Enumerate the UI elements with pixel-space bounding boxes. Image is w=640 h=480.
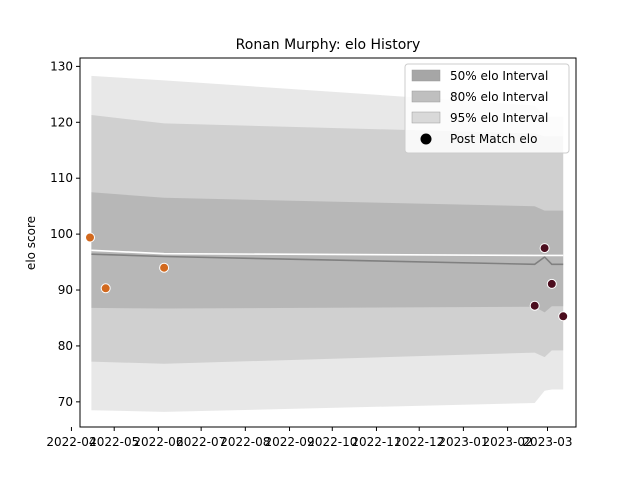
post-match-point-2 bbox=[100, 283, 111, 294]
x-tick-label-2022-11: 2022-11 bbox=[351, 435, 401, 449]
y-tick-label-130: 130 bbox=[50, 59, 73, 73]
interval-bands bbox=[91, 75, 564, 412]
x-tick-label-2022-08: 2022-08 bbox=[220, 435, 270, 449]
y-tick-label-70: 70 bbox=[58, 395, 73, 409]
x-tick-label-2023-01: 2023-01 bbox=[438, 435, 488, 449]
y-axis: 70 80 90 100 110 120 130 bbox=[50, 59, 80, 409]
x-axis: 2022-042022-052022-062022-072022-082022-… bbox=[46, 427, 573, 449]
post-match-point-4 bbox=[529, 300, 540, 311]
chart-title: Ronan Murphy: elo History bbox=[236, 37, 421, 53]
x-tick-label-2022-09: 2022-09 bbox=[264, 435, 314, 449]
legend-swatch-95 bbox=[411, 111, 441, 124]
y-tick-label-80: 80 bbox=[58, 339, 73, 353]
post-match-point-7 bbox=[558, 311, 569, 322]
x-tick-label-2022-04: 2022-04 bbox=[46, 435, 96, 449]
band-50-interval bbox=[91, 192, 564, 313]
legend-box bbox=[404, 63, 570, 154]
legend-swatch-50 bbox=[411, 69, 441, 82]
legend-label-95: 95% elo Interval bbox=[450, 111, 548, 125]
y-tick-label-110: 110 bbox=[50, 171, 73, 185]
legend-marker-post-match bbox=[420, 133, 432, 145]
y-tick-label-120: 120 bbox=[50, 115, 73, 129]
post-match-point-5 bbox=[539, 243, 550, 254]
legend: 50% elo Interval 80% elo Interval 95% el… bbox=[404, 63, 570, 154]
x-tick-label-2022-06: 2022-06 bbox=[133, 435, 183, 449]
legend-swatch-80 bbox=[411, 90, 441, 103]
legend-label-post-match: Post Match elo bbox=[450, 132, 537, 146]
legend-label-50: 50% elo Interval bbox=[450, 69, 548, 83]
mean-elo-line bbox=[91, 249, 564, 257]
plot-frame bbox=[79, 57, 577, 428]
post-match-point-6 bbox=[546, 278, 557, 289]
x-tick-label-2022-05: 2022-05 bbox=[89, 435, 139, 449]
y-tick-label-90: 90 bbox=[58, 283, 73, 297]
y-axis-label: elo score bbox=[24, 216, 38, 270]
post-match-points bbox=[85, 232, 569, 322]
median-elo-line bbox=[91, 253, 564, 266]
x-tick-label-2023-03: 2023-03 bbox=[522, 435, 572, 449]
trend-lines bbox=[91, 249, 564, 266]
x-tick-label-2023-02: 2023-02 bbox=[483, 435, 533, 449]
x-tick-label-2022-10: 2022-10 bbox=[307, 435, 357, 449]
post-match-point-3 bbox=[159, 262, 170, 273]
x-tick-label-2022-07: 2022-07 bbox=[176, 435, 226, 449]
legend-label-80: 80% elo Interval bbox=[450, 90, 548, 104]
post-match-point-1 bbox=[85, 232, 95, 243]
x-tick-label-2022-12: 2022-12 bbox=[394, 435, 444, 449]
y-tick-label-100: 100 bbox=[50, 227, 73, 241]
